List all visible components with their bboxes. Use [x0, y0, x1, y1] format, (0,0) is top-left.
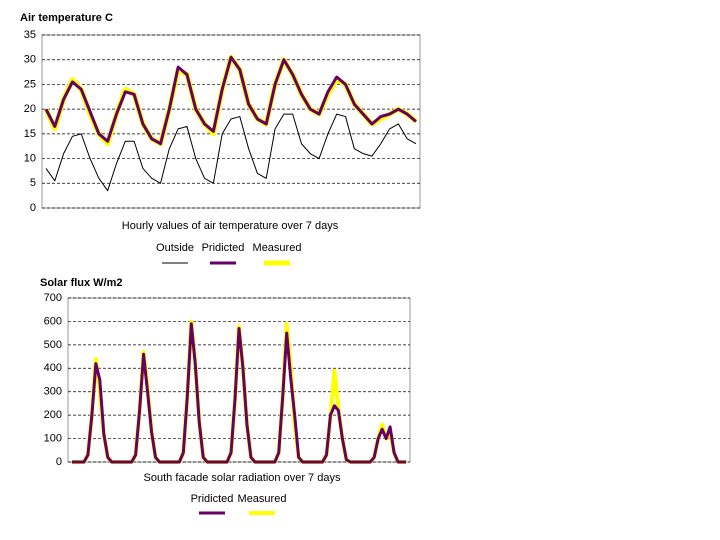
- series-line: [72, 322, 406, 464]
- y-tick-label: 400: [44, 362, 62, 374]
- y-tick-label: 300: [44, 386, 62, 398]
- y-tick-label: 700: [44, 292, 62, 304]
- legend-label: Pridicted: [202, 242, 245, 254]
- legend-label: Outside: [156, 242, 194, 254]
- chart-title: Air temperature C: [20, 12, 113, 24]
- y-tick-label: 15: [24, 128, 36, 140]
- y-tick-label: 25: [24, 78, 36, 90]
- series-line: [43, 54, 418, 147]
- y-tick-label: 200: [44, 409, 62, 421]
- series-line: [44, 55, 417, 146]
- y-tick-label: 35: [24, 29, 36, 41]
- y-tick-label: 0: [56, 456, 62, 468]
- y-tick-label: 500: [44, 339, 62, 351]
- y-tick-label: 30: [24, 54, 36, 66]
- chart-title: Solar flux W/m2: [40, 277, 123, 289]
- y-tick-label: 20: [24, 103, 36, 115]
- y-tick-label: 0: [30, 202, 36, 214]
- plot-frame: [41, 34, 421, 209]
- plot-frame: [67, 297, 411, 463]
- y-tick-label: 100: [44, 432, 62, 444]
- chart-subtitle: South facade solar radiation over 7 days: [144, 472, 341, 484]
- y-tick-label: 10: [24, 152, 36, 164]
- series-line: [45, 113, 417, 192]
- legend-label: Measured: [253, 242, 302, 254]
- y-tick-label: 600: [44, 315, 62, 327]
- chart-subtitle: Hourly values of air temperature over 7 …: [122, 220, 339, 232]
- legend-label: Pridicted: [191, 493, 234, 505]
- legend-label: Measured: [238, 493, 287, 505]
- y-tick-label: 5: [30, 177, 36, 189]
